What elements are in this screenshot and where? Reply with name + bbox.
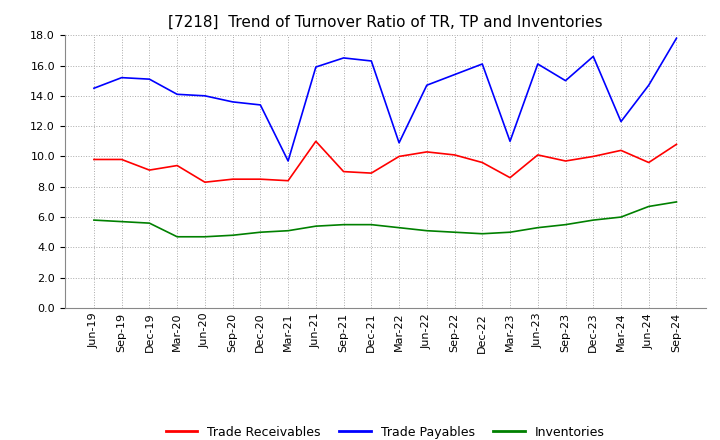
Legend: Trade Receivables, Trade Payables, Inventories: Trade Receivables, Trade Payables, Inven…: [161, 421, 610, 440]
Title: [7218]  Trend of Turnover Ratio of TR, TP and Inventories: [7218] Trend of Turnover Ratio of TR, TP…: [168, 15, 603, 30]
